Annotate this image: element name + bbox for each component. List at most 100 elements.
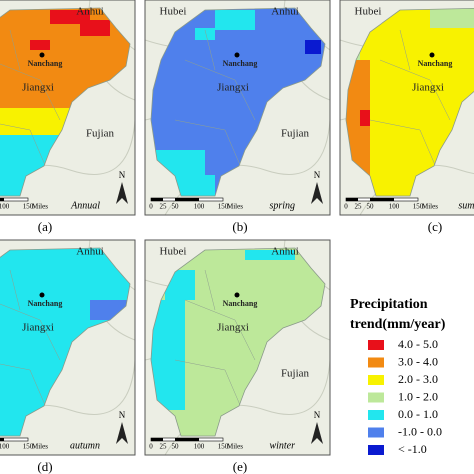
- province: [151, 8, 325, 196]
- county-lines: [0, 29, 61, 166]
- city-dot: [234, 52, 240, 58]
- season-label: summer: [458, 200, 474, 211]
- panel-frame: [339, 0, 474, 216]
- place-label: Nanchang: [223, 59, 258, 68]
- north-label: N: [314, 410, 321, 420]
- place-label: Nanchang: [418, 59, 453, 68]
- legend-title: Precipitation: [350, 297, 428, 312]
- county-lines: [174, 269, 256, 406]
- place-label: Anhui: [76, 246, 104, 258]
- panel-label: (e): [233, 459, 247, 474]
- trend-cell: [305, 40, 321, 54]
- place-label: Nanchang: [223, 299, 258, 308]
- legend-label: 4.0 - 5.0: [398, 337, 438, 351]
- trend-cell: [215, 10, 255, 30]
- province-border: [0, 7, 131, 197]
- place-label: Hubei: [355, 6, 382, 18]
- map-body: HubeiNanchangJiangxiNsummer02550100150Mi…: [340, 0, 474, 215]
- scale-label: 50: [172, 443, 180, 451]
- legend-title: trend(mm/year): [350, 317, 446, 332]
- panel-frame: [0, 0, 136, 216]
- panel-frame: [144, 0, 331, 216]
- legend-label: < -1.0: [398, 442, 427, 456]
- scale-label: 150: [23, 443, 34, 451]
- place-label: Nanchang: [28, 59, 63, 68]
- county-lines: [369, 29, 451, 166]
- scale-unit: Miles: [227, 203, 243, 211]
- scale-label: 25: [160, 203, 168, 211]
- trend-cell: [175, 175, 215, 196]
- map-panel: AnhuiNanchangJiangxiFujianNAnnual0255010…: [0, 0, 136, 234]
- legend-label: 2.0 - 3.0: [398, 372, 438, 386]
- place-label: Anhui: [76, 6, 104, 18]
- scale-bar: [0, 198, 4, 201]
- place-label: Hubei: [160, 246, 187, 258]
- season-label: winter: [269, 440, 295, 451]
- panel-label: (b): [232, 219, 247, 234]
- panel-label: (a): [38, 219, 52, 234]
- scale-label: 100: [389, 203, 400, 211]
- scale-unit: Miles: [227, 443, 243, 451]
- legend-swatch: [368, 445, 384, 455]
- scale-label: 100: [0, 443, 10, 451]
- scale-label: 100: [194, 203, 205, 211]
- scale-label: 25: [355, 203, 363, 211]
- legend-swatch: [368, 427, 384, 438]
- place-label: Jiangxi: [217, 322, 249, 334]
- legend-swatch: [368, 410, 384, 420]
- scale-bar: [151, 198, 163, 201]
- season-label: Annual: [70, 200, 100, 211]
- scale-label: 0: [149, 443, 153, 451]
- map-body: AnhuiNanchangJiangxiFujianNAnnual0255010…: [0, 0, 135, 215]
- scale-unit: Miles: [422, 203, 438, 211]
- north-arrow: [116, 182, 128, 204]
- scale-label: 100: [0, 203, 10, 211]
- trend-cell: [151, 300, 185, 410]
- scale-label: 50: [367, 203, 375, 211]
- panel-label: (c): [428, 219, 442, 234]
- place-label: Jiangxi: [22, 322, 54, 334]
- place-label: Fujian: [281, 368, 310, 380]
- place-label: Jiangxi: [412, 82, 444, 94]
- north-label: N: [314, 170, 321, 180]
- scale-label: 25: [160, 443, 168, 451]
- map-body: AnhuiNanchangJiangxiNautumn02550100150Mi…: [0, 240, 135, 455]
- trend-cell: [195, 28, 215, 40]
- panel-frame: [144, 239, 331, 456]
- province: [346, 8, 474, 196]
- north-label: N: [119, 410, 126, 420]
- trend-cell: [245, 250, 295, 260]
- scale-unit: Miles: [32, 443, 48, 451]
- panel-label: (d): [37, 459, 52, 474]
- city-dot: [39, 52, 45, 58]
- province-border: [345, 7, 474, 197]
- legend-label: -1.0 - 0.0: [398, 424, 442, 438]
- legend-swatch: [368, 357, 384, 368]
- legend-label: 1.0 - 2.0: [398, 389, 438, 403]
- season-label: spring: [269, 200, 295, 211]
- scale-label: 150: [413, 203, 424, 211]
- trend-cell: [360, 110, 370, 126]
- place-label: Jiangxi: [22, 82, 54, 94]
- north-arrow: [311, 422, 323, 444]
- scale-bar: [346, 198, 358, 201]
- scale-bar: [0, 437, 29, 442]
- scale-unit: Miles: [32, 203, 48, 211]
- place-label: Fujian: [86, 128, 115, 140]
- scale-bar: [0, 197, 29, 202]
- scale-bar: [175, 438, 199, 441]
- place-label: Anhui: [271, 246, 299, 258]
- legend-swatch: [368, 340, 384, 350]
- trend-cell: [80, 20, 110, 36]
- province-border: [0, 247, 131, 437]
- scale-bar: [151, 438, 163, 441]
- north-arrow: [311, 182, 323, 204]
- season-label: autumn: [70, 440, 100, 451]
- scale-label: 150: [218, 203, 229, 211]
- scale-bar: [0, 438, 4, 441]
- north-arrow: [116, 422, 128, 444]
- scale-bar: [175, 198, 199, 201]
